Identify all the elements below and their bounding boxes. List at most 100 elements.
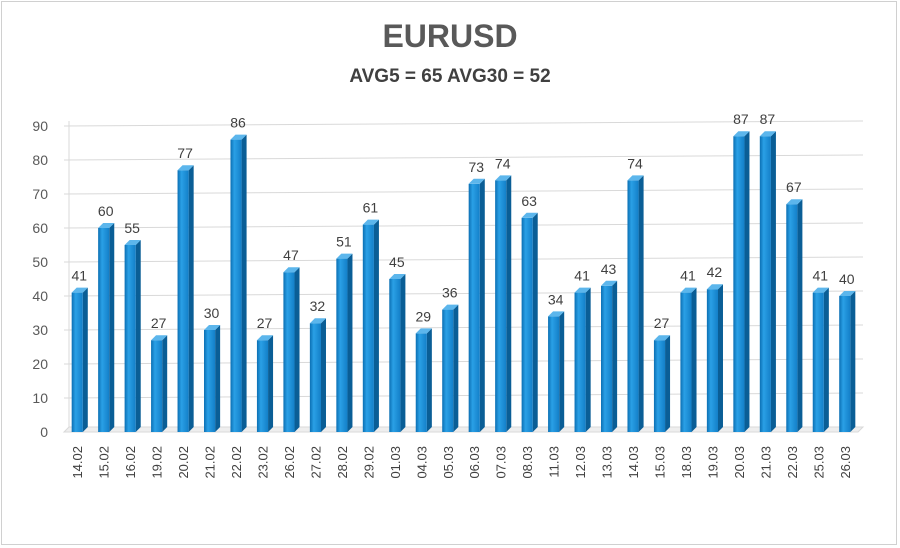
data-label: 87 bbox=[760, 111, 776, 127]
bar-front bbox=[521, 217, 533, 432]
bar bbox=[786, 199, 803, 432]
bar-top bbox=[256, 335, 274, 341]
bar-top bbox=[336, 253, 353, 259]
x-tick-label: 12.03 bbox=[573, 446, 588, 479]
bar bbox=[283, 267, 300, 432]
bar bbox=[495, 175, 512, 432]
bar-front bbox=[389, 279, 401, 432]
data-label: 41 bbox=[680, 268, 696, 284]
gridline bbox=[63, 324, 864, 331]
bar-front bbox=[548, 316, 560, 432]
bar-top bbox=[362, 219, 379, 225]
bar-side bbox=[797, 199, 803, 432]
bar-top bbox=[230, 134, 247, 140]
bar bbox=[71, 287, 88, 432]
bar-side bbox=[162, 335, 168, 432]
x-tick-label: 22.02 bbox=[229, 446, 244, 479]
x-tick-label: 21.03 bbox=[758, 446, 773, 479]
bar-front bbox=[362, 224, 374, 432]
data-label: 36 bbox=[442, 285, 458, 301]
bar-front bbox=[230, 139, 242, 432]
x-tick-label: 01.03 bbox=[388, 446, 403, 479]
x-tick-label: 22.03 bbox=[785, 446, 800, 479]
data-label: 43 bbox=[601, 261, 617, 277]
data-label: 32 bbox=[310, 298, 326, 314]
data-label: 40 bbox=[839, 271, 855, 287]
bar-side bbox=[850, 291, 856, 432]
bar-side bbox=[532, 212, 538, 432]
y-tick-label: 80 bbox=[32, 152, 48, 168]
bar-top bbox=[495, 175, 512, 181]
x-tick-label: 28.02 bbox=[335, 446, 350, 479]
bar-front bbox=[336, 258, 348, 432]
bar-side bbox=[770, 131, 776, 432]
bar-top bbox=[839, 291, 856, 296]
bar bbox=[362, 219, 379, 432]
x-tick-label: 26.02 bbox=[282, 446, 297, 479]
data-label: 74 bbox=[627, 155, 643, 171]
bar bbox=[204, 325, 221, 432]
bar bbox=[653, 335, 671, 432]
bar-top bbox=[521, 212, 538, 218]
bar bbox=[759, 131, 776, 432]
gridline bbox=[63, 358, 864, 365]
data-label: 63 bbox=[521, 193, 537, 209]
x-tick-label: 19.03 bbox=[705, 446, 720, 479]
x-tick-label: 18.03 bbox=[679, 446, 694, 479]
bar bbox=[839, 291, 856, 432]
bar-side bbox=[268, 335, 274, 432]
bar-front bbox=[98, 228, 110, 432]
bar-side bbox=[612, 280, 618, 432]
bar bbox=[574, 287, 591, 432]
bar-top bbox=[548, 311, 565, 317]
data-label: 41 bbox=[574, 268, 590, 284]
gridline bbox=[63, 256, 864, 263]
chart-title: EURUSD bbox=[382, 18, 518, 54]
bar-top bbox=[283, 267, 300, 273]
bar-front bbox=[151, 340, 163, 432]
y-tick-label: 30 bbox=[32, 322, 48, 338]
bar-top bbox=[627, 175, 644, 181]
x-tick-label: 26.03 bbox=[838, 446, 853, 479]
x-tick-label: 25.03 bbox=[811, 446, 826, 479]
data-label: 29 bbox=[416, 308, 432, 324]
bar-front bbox=[309, 323, 321, 432]
bar-top bbox=[124, 240, 141, 245]
data-label: 67 bbox=[786, 179, 802, 195]
y-tick-label: 50 bbox=[32, 254, 48, 270]
data-label: 42 bbox=[707, 264, 723, 280]
data-label: 27 bbox=[257, 315, 273, 331]
bar-top bbox=[468, 178, 485, 184]
x-axis: 14.02 15.02 16.02 19.02 20.02 21.02 22.02 23.02… bbox=[70, 446, 853, 479]
gridline bbox=[63, 392, 864, 399]
bar bbox=[733, 131, 750, 432]
bar-front bbox=[415, 333, 427, 432]
y-tick-label: 90 bbox=[32, 118, 48, 134]
data-label: 61 bbox=[363, 200, 379, 216]
bar bbox=[256, 335, 274, 432]
bar bbox=[812, 287, 829, 432]
bar-front bbox=[706, 289, 718, 432]
bar bbox=[177, 165, 194, 432]
bar bbox=[442, 304, 459, 432]
x-tick-label: 29.02 bbox=[361, 446, 376, 479]
x-tick-label: 04.03 bbox=[414, 446, 429, 479]
bar-front bbox=[680, 292, 692, 432]
y-axis: 0 10 20 30 40 50 60 70 80 90 bbox=[32, 118, 48, 440]
bar-top bbox=[177, 165, 194, 171]
bar-top bbox=[151, 335, 168, 341]
bar-side bbox=[294, 267, 300, 432]
bar-front bbox=[627, 180, 639, 432]
bar bbox=[151, 335, 168, 432]
x-tick-label: 16.02 bbox=[123, 446, 138, 479]
data-label: 34 bbox=[548, 291, 564, 307]
bar-top bbox=[389, 274, 406, 279]
bar-top bbox=[309, 318, 326, 324]
x-tick-label: 14.03 bbox=[626, 446, 641, 479]
bar-side bbox=[691, 287, 697, 432]
data-label: 45 bbox=[389, 254, 405, 270]
bar-side bbox=[453, 304, 459, 432]
bar-top bbox=[442, 304, 459, 310]
x-tick-label: 23.02 bbox=[256, 446, 271, 479]
